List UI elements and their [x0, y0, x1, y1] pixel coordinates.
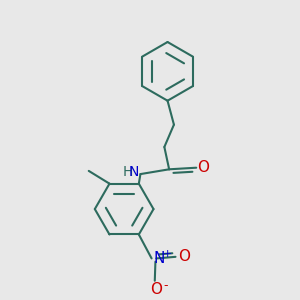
Text: O: O: [150, 282, 162, 297]
Text: N: N: [129, 166, 140, 179]
Text: H: H: [123, 166, 134, 179]
Text: -: -: [164, 279, 168, 292]
Text: N: N: [153, 251, 165, 266]
Text: O: O: [178, 249, 190, 264]
Text: O: O: [197, 160, 209, 175]
Text: +: +: [163, 249, 172, 259]
